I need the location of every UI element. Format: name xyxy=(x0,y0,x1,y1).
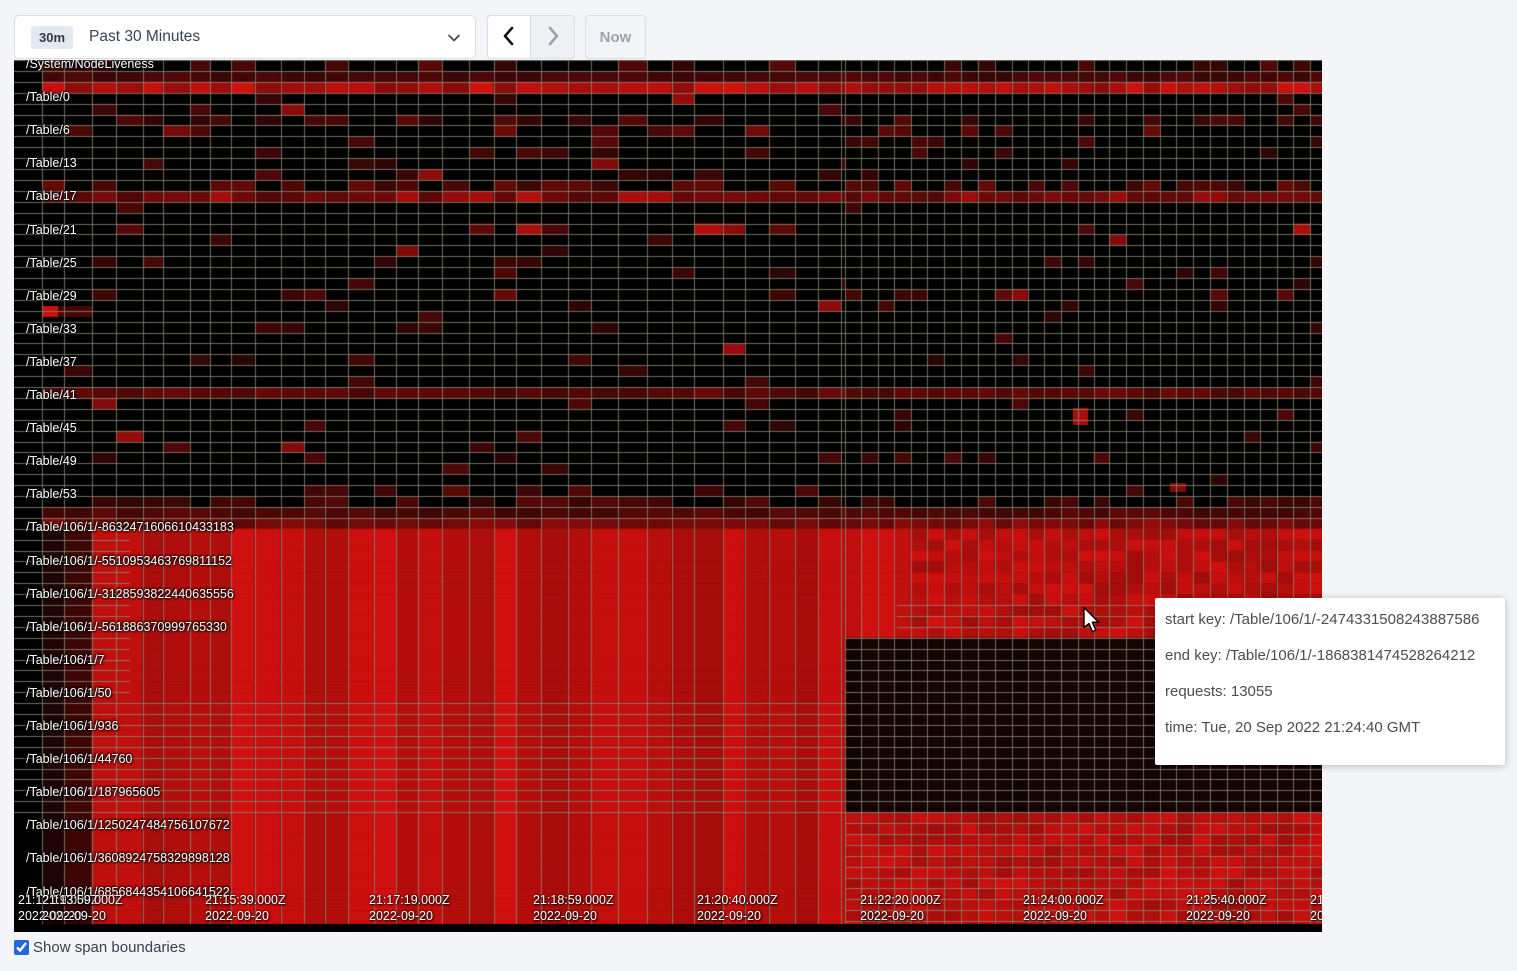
hover-tooltip: start key: /Table/106/1/-247433150824388… xyxy=(1155,598,1505,765)
time-tick-label: 21:24:00.000Z 2022-09-20 xyxy=(1023,893,1104,923)
toolbar: 30m Past 30 Minutes Now xyxy=(0,0,1517,60)
row-label: /Table/106/1/187965605 xyxy=(26,785,161,800)
row-label: /Table/21 xyxy=(26,222,77,237)
row-label: /Table/106/1/6856844354106641522 xyxy=(26,884,230,899)
now-button[interactable]: Now xyxy=(585,15,646,59)
time-tick-label: 21:25:40.000Z 2022-09-20 xyxy=(1186,893,1267,923)
tooltip-start-key: start key: /Table/106/1/-247433150824388… xyxy=(1165,611,1480,628)
row-label: /Table/106/1/3608924758329898128 xyxy=(26,851,230,866)
row-label: /Table/0 xyxy=(26,90,70,105)
row-label: /Table/25 xyxy=(26,255,77,270)
time-tick-label: 21:15:39.000Z 2022-09-20 xyxy=(205,893,286,923)
row-label: /Table/41 xyxy=(26,388,77,402)
time-tick-label: 21:22:20.000Z 2022-09-20 xyxy=(860,893,941,923)
tooltip-time: time: Tue, 20 Sep 2022 21:24:40 GMT xyxy=(1165,719,1421,736)
previous-interval-button[interactable] xyxy=(487,15,531,59)
row-label: /Table/6 xyxy=(26,123,70,138)
row-label: /Table/106/1/-8632471606610433183 xyxy=(26,520,234,535)
show-span-boundaries-label: Show span boundaries xyxy=(33,939,186,956)
key-visualizer-heatmap[interactable]: /System/NodeLiveness/Table/0/Table/6/Tab… xyxy=(14,60,1322,932)
row-label: /Table/37 xyxy=(26,354,77,369)
row-label: /Table/106/1/936 xyxy=(26,719,119,733)
time-tick-label: 21:18:59.000Z 2022-09-20 xyxy=(533,893,614,923)
chevron-down-icon xyxy=(447,31,461,50)
time-tick-label: 21:13:59.000Z 2022-09-20 xyxy=(42,893,123,923)
row-label: /Table/29 xyxy=(26,288,77,303)
time-nav-group xyxy=(487,15,575,59)
time-tick-label: 21:20:40.000Z 2022-09-20 xyxy=(697,893,778,923)
time-tick-label: 21:17:19.000Z 2022-09-20 xyxy=(369,893,450,923)
row-label: /Table/13 xyxy=(26,156,77,171)
row-label: /Table/106/1/50 xyxy=(26,685,112,700)
row-label: /Table/45 xyxy=(26,421,77,436)
row-label: /Table/106/1/7 xyxy=(26,652,105,667)
row-label: /Table/53 xyxy=(26,487,77,502)
row-label: /Table/106/1/1250247484756107672 xyxy=(26,818,230,833)
chevron-right-icon xyxy=(545,26,561,49)
row-label: /Table/106/1/-3128593822440635556 xyxy=(26,586,234,601)
row-label: /Table/106/1/44760 xyxy=(26,752,133,767)
next-interval-button[interactable] xyxy=(531,15,575,59)
time-range-label: Past 30 Minutes xyxy=(89,28,201,45)
time-tick-label: 21:12:19.000Z 2022-09-20 xyxy=(18,893,99,923)
time-range-dropdown[interactable]: 30m Past 30 Minutes xyxy=(14,15,476,59)
heatmap-canvas[interactable] xyxy=(14,60,1322,932)
row-label: /System/NodeLiveness xyxy=(26,60,154,71)
chevron-left-icon xyxy=(501,26,517,49)
row-label: /Table/106/1/-5510953463769811152 xyxy=(26,553,232,568)
row-label: /Table/49 xyxy=(26,454,77,469)
show-span-boundaries-checkbox[interactable] xyxy=(14,940,29,955)
tooltip-requests: requests: 13055 xyxy=(1165,683,1273,700)
time-range-badge: 30m xyxy=(31,25,74,49)
row-label: /Table/106/1/-561886370999765330 xyxy=(26,619,227,634)
row-label: /Table/17 xyxy=(26,189,77,204)
row-label: /Table/33 xyxy=(26,321,77,336)
tooltip-end-key: end key: /Table/106/1/-18683814745282642… xyxy=(1165,647,1476,664)
footer: Show span boundaries xyxy=(14,939,186,956)
